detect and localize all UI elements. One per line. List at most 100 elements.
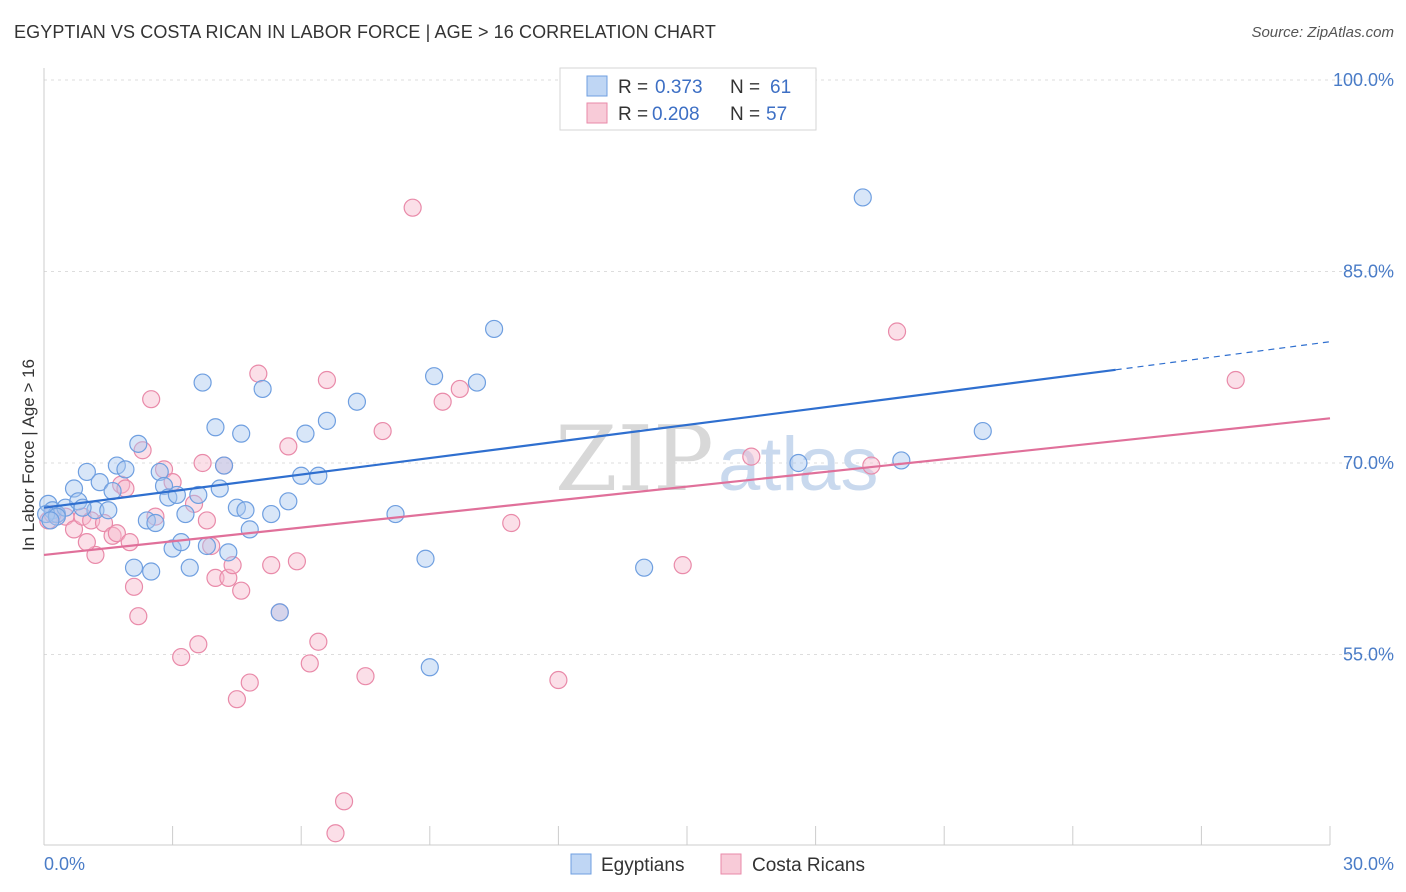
egyptians-point-28 bbox=[214, 456, 234, 475]
costa-ricans-point-22 bbox=[193, 453, 212, 473]
egyptians-point-49 bbox=[789, 453, 808, 473]
chart-title: EGYPTIAN VS COSTA RICAN IN LABOR FORCE |… bbox=[14, 22, 717, 42]
egyptians-point-10 bbox=[107, 456, 126, 475]
y-tick-label-2: 85.0% bbox=[1343, 262, 1394, 282]
costa-ricans-point-50 bbox=[742, 447, 761, 466]
egyptians-point-60 bbox=[41, 511, 60, 530]
egyptians-point-9 bbox=[99, 501, 118, 520]
y-tick-label-0: 55.0% bbox=[1343, 645, 1394, 665]
y-tick-labels: 55.0% 70.0% 85.0% 100.0% bbox=[1333, 70, 1394, 665]
egyptians-point-41 bbox=[347, 392, 367, 411]
y-tick-label-3: 100.0% bbox=[1333, 70, 1394, 90]
costa-ricans-point-35 bbox=[279, 437, 298, 456]
costa-ricans-point-55 bbox=[77, 533, 96, 552]
egyptians-point-58 bbox=[172, 533, 191, 552]
watermark-atlas: atlas bbox=[718, 422, 879, 507]
egyptians-point-16 bbox=[150, 462, 169, 482]
costa-ricans-point-31 bbox=[240, 673, 259, 692]
costa-ricans-point-33 bbox=[262, 556, 281, 575]
costa-ricans-point-43 bbox=[373, 421, 392, 441]
legend-n-value-costa-ricans: 57 bbox=[766, 104, 787, 125]
egyptians-point-15 bbox=[142, 562, 161, 581]
costa-ricans-point-21 bbox=[189, 635, 208, 654]
egyptians-point-27 bbox=[210, 479, 229, 498]
bottom-legend-swatch-costa-ricans bbox=[720, 853, 742, 875]
costa-ricans-point-52 bbox=[887, 322, 907, 341]
costa-ricans-point-42 bbox=[356, 667, 375, 686]
costa-ricans-point-19 bbox=[172, 647, 191, 667]
legend-swatch-costa-ricans bbox=[586, 102, 608, 124]
egyptians-trend-extension bbox=[1115, 341, 1331, 371]
costa-ricans-points bbox=[39, 198, 1245, 843]
egyptians-point-39 bbox=[309, 466, 328, 485]
costa-ricans-point-30 bbox=[232, 581, 251, 600]
costa-ricans-point-39 bbox=[317, 370, 337, 390]
egyptians-point-44 bbox=[420, 658, 439, 677]
egyptians-point-38 bbox=[296, 424, 315, 443]
costa-ricans-point-36 bbox=[287, 552, 307, 571]
egyptians-point-34 bbox=[253, 379, 272, 399]
costa-ricans-point-13 bbox=[129, 607, 148, 626]
grid-lines bbox=[44, 79, 1394, 655]
costa-ricans-point-46 bbox=[450, 379, 469, 399]
egyptians-point-31 bbox=[232, 424, 251, 443]
egyptians-point-22 bbox=[180, 558, 199, 577]
y-axis-label: In Labor Force | Age > 16 bbox=[19, 359, 38, 551]
egyptians-trend-line bbox=[43, 368, 1116, 509]
egyptians-point-24 bbox=[193, 373, 212, 392]
legend-r-label-costa-ricans: R = bbox=[618, 104, 648, 125]
bottom-legend-swatch-egyptians bbox=[570, 853, 592, 875]
costa-ricans-point-41 bbox=[334, 792, 354, 811]
costa-ricans-point-16 bbox=[146, 507, 165, 526]
costa-ricans-point-45 bbox=[433, 392, 452, 411]
costa-ricans-point-25 bbox=[206, 568, 225, 588]
legend-n-value-egyptians: 61 bbox=[770, 77, 791, 98]
axes bbox=[43, 68, 1331, 846]
bottom-legend-label-egyptians: Egyptians bbox=[601, 855, 684, 876]
costa-ricans-point-9 bbox=[107, 524, 126, 543]
egyptians-point-11 bbox=[116, 460, 135, 479]
egyptians-point-21 bbox=[176, 504, 195, 524]
costa-ricans-point-48 bbox=[549, 670, 568, 690]
legend-r-label-egyptians: R = bbox=[618, 77, 648, 98]
egyptians-point-43 bbox=[416, 549, 435, 568]
egyptians-point-36 bbox=[279, 492, 298, 511]
costa-ricans-point-32 bbox=[249, 364, 268, 383]
egyptians-point-59 bbox=[262, 504, 281, 524]
egyptians-point-32 bbox=[236, 501, 255, 520]
trend-lines bbox=[43, 341, 1331, 557]
egyptians-point-40 bbox=[317, 411, 337, 430]
egyptians-point-13 bbox=[129, 434, 148, 453]
egyptians-point-45 bbox=[424, 367, 444, 386]
costa-ricans-point-15 bbox=[142, 390, 161, 409]
costa-ricans-point-3 bbox=[64, 520, 84, 539]
costa-ricans-point-49 bbox=[673, 556, 692, 575]
egyptians-point-33 bbox=[240, 520, 259, 539]
egyptians-points bbox=[37, 188, 992, 677]
egyptians-point-26 bbox=[206, 418, 225, 437]
egyptians-point-29 bbox=[219, 543, 238, 562]
source-attribution: Source: ZipAtlas.com bbox=[1251, 24, 1394, 41]
costa-ricans-point-12 bbox=[124, 577, 144, 596]
egyptians-point-12 bbox=[124, 558, 144, 577]
costa-ricans-trend-line bbox=[43, 417, 1331, 557]
costa-ricans-point-38 bbox=[309, 632, 328, 651]
costa-ricans-point-44 bbox=[403, 198, 422, 217]
egyptians-point-23 bbox=[189, 485, 208, 505]
legend-n-label-costa-ricans: N = bbox=[730, 104, 760, 125]
legend-r-value-costa-ricans: 0.208 bbox=[652, 104, 700, 125]
bottom-legend-label-costa-ricans: Costa Ricans bbox=[752, 855, 865, 876]
y-tick-label-1: 70.0% bbox=[1343, 453, 1394, 473]
egyptians-point-6 bbox=[77, 462, 96, 482]
costa-ricans-point-56 bbox=[120, 533, 139, 552]
egyptians-point-50 bbox=[853, 188, 872, 207]
egyptians-point-42 bbox=[386, 504, 405, 524]
costa-ricans-point-40 bbox=[326, 824, 345, 843]
legend: R = 0.373 N = 61 R = 0.208 N = 57 bbox=[559, 67, 817, 131]
legend-r-value-egyptians: 0.373 bbox=[655, 77, 703, 98]
egyptians-point-25 bbox=[197, 536, 216, 556]
costa-ricans-point-37 bbox=[300, 654, 319, 673]
egyptians-point-17 bbox=[154, 476, 174, 496]
costa-ricans-point-47 bbox=[502, 513, 521, 533]
